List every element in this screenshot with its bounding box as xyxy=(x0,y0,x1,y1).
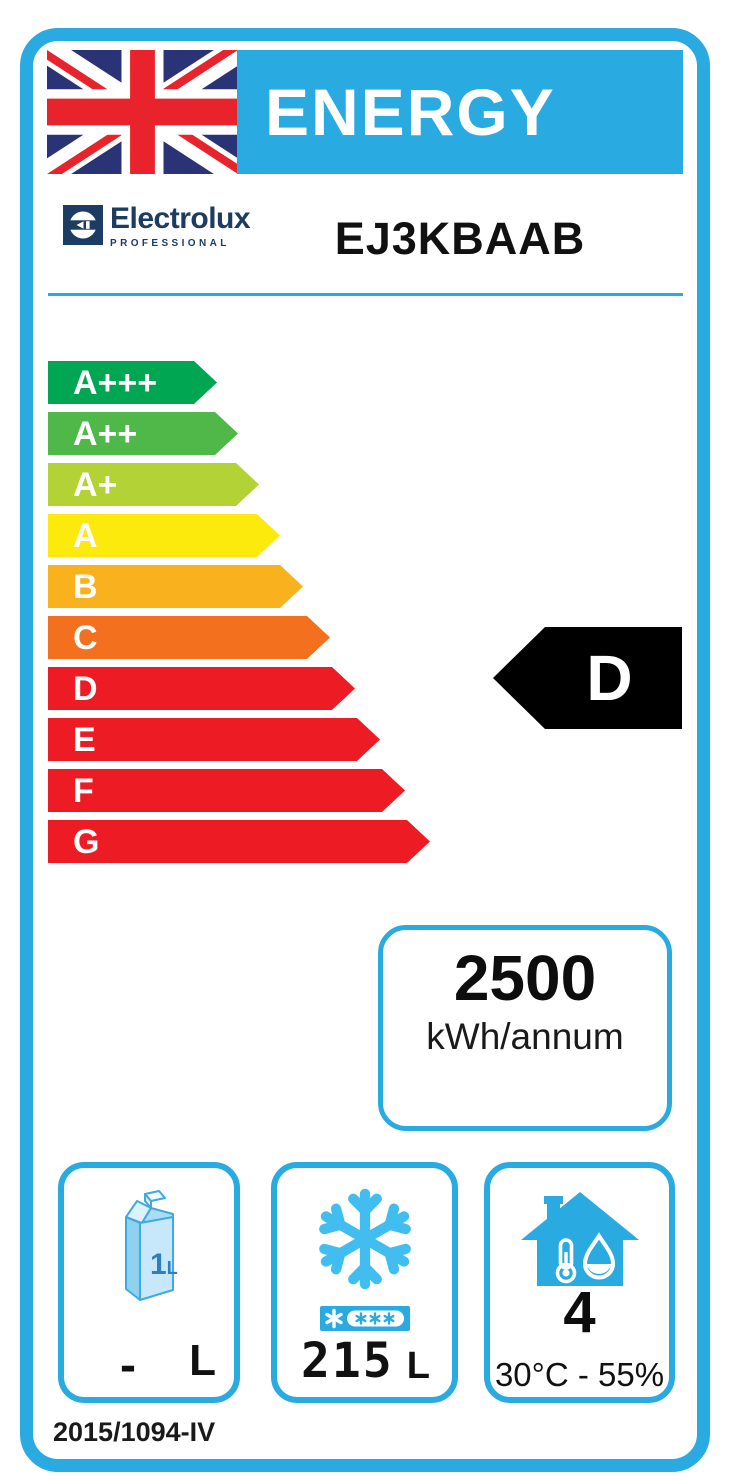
chilled-unit: L xyxy=(189,1336,216,1385)
scale-arrow-label: G xyxy=(73,822,100,861)
scale-arrow-D: D xyxy=(48,667,355,710)
model-number: EJ3KBAAB xyxy=(334,213,586,264)
frozen-unit: L xyxy=(406,1345,430,1387)
brand-text: Electrolux PROFESSIONAL xyxy=(110,202,251,250)
chilled-value: - xyxy=(120,1339,136,1393)
chilled-value-row: - L xyxy=(64,1336,234,1393)
milk-carton-icon: 1L xyxy=(125,1190,178,1301)
energy-scale: A+++ A++ A+ A B C D E F G xyxy=(48,361,430,871)
scale-arrow-label: F xyxy=(73,771,94,810)
consumption-box: 2500 kWh/annum xyxy=(378,925,672,1131)
scale-arrow-G: G xyxy=(48,820,430,863)
scale-arrow-label: D xyxy=(73,669,98,708)
freezer-star-rating-icon xyxy=(319,1306,410,1331)
house-climate-icon xyxy=(520,1192,639,1286)
climate-class-box: 4 30°C - 55% xyxy=(484,1162,675,1403)
scale-arrow-Aplus: A+ xyxy=(48,463,259,506)
scale-arrow-F: F xyxy=(48,769,405,812)
consumption-unit: kWh/annum xyxy=(426,1016,624,1057)
brand-subtitle: PROFESSIONAL xyxy=(110,238,230,249)
uk-flag-icon xyxy=(47,50,238,174)
rating-letter: D xyxy=(586,642,633,714)
snowflake-icon xyxy=(318,1188,411,1290)
consumption-value: 2500 xyxy=(453,942,597,1014)
frozen-value-row: 215 L xyxy=(277,1337,452,1385)
scale-arrow-label: A++ xyxy=(73,414,138,453)
chilled-volume-box: 1L - L xyxy=(58,1162,240,1403)
scale-arrow-label: E xyxy=(73,720,96,759)
scale-arrow-label: A+ xyxy=(73,465,118,504)
scale-arrow-E: E xyxy=(48,718,380,761)
climate-class-value: 4 xyxy=(563,1280,596,1345)
scale-arrow-label: A xyxy=(73,516,98,555)
frozen-value: 215 xyxy=(301,1333,394,1389)
frozen-volume-box: 215 L xyxy=(271,1162,458,1403)
energy-banner-title: ENERGY xyxy=(265,75,556,149)
regulation-reference: 2015/1094-IV xyxy=(53,1417,216,1447)
scale-arrow-label: A+++ xyxy=(73,363,158,402)
label-border-frame xyxy=(20,28,710,1472)
scale-arrow-Aplusplusplus: A+++ xyxy=(48,361,217,404)
scale-arrow-C: C xyxy=(48,616,330,659)
electrolux-logo-icon xyxy=(63,205,103,245)
scale-arrow-A: A xyxy=(48,514,280,557)
energy-banner: ENERGY xyxy=(237,50,683,174)
scale-arrow-label: C xyxy=(73,618,98,657)
climate-range: 30°C - 55% xyxy=(494,1356,665,1393)
brand-name: Electrolux xyxy=(110,202,251,235)
scale-arrow-Aplusplus: A++ xyxy=(48,412,238,455)
scale-arrow-B: B xyxy=(48,565,303,608)
scale-arrow-label: B xyxy=(73,567,98,606)
header-divider xyxy=(48,293,683,296)
